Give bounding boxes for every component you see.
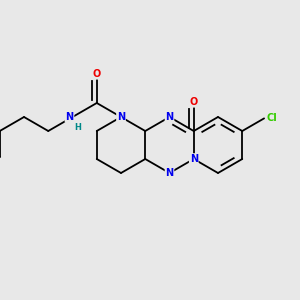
Text: O: O — [93, 69, 101, 79]
Text: O: O — [190, 97, 198, 107]
Text: Cl: Cl — [267, 113, 278, 123]
Text: N: N — [190, 154, 198, 164]
Text: N: N — [65, 112, 74, 122]
Text: N: N — [117, 112, 125, 122]
Text: N: N — [165, 168, 174, 178]
Text: N: N — [165, 112, 174, 122]
Text: H: H — [74, 122, 81, 131]
